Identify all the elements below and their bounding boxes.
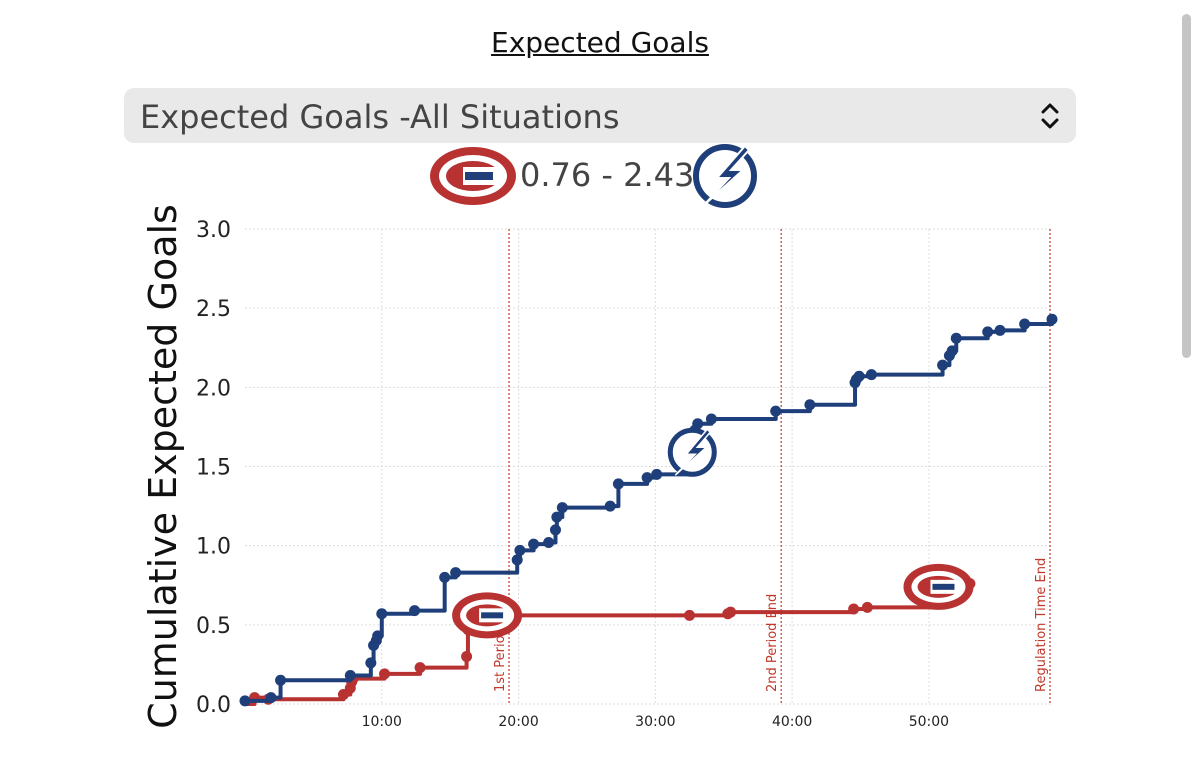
data-point-away — [604, 500, 616, 512]
data-point-away — [511, 554, 523, 566]
x-tick-label: 40:00 — [772, 714, 812, 730]
period-end-label: Regulation Time End — [1034, 558, 1049, 692]
period-end-label: 2nd Period End — [765, 594, 780, 692]
data-point-away — [376, 608, 388, 620]
situation-select[interactable]: Expected Goals -All Situations — [124, 88, 1076, 143]
data-point-away — [612, 478, 624, 490]
canadiens-logo-icon — [452, 592, 523, 639]
data-point-away — [865, 369, 877, 381]
y-tick-label: 0.0 — [196, 693, 231, 718]
data-point-away — [514, 544, 526, 556]
x-tick-label: 30:00 — [635, 714, 675, 730]
y-tick-label: 1.0 — [196, 535, 231, 560]
data-point-home — [379, 668, 391, 680]
series-line-away — [245, 319, 1054, 703]
y-axis-title: Cumulative Expected Goals — [141, 204, 185, 729]
home-xg-value: 0.76 — [520, 156, 592, 194]
data-point-away — [450, 567, 462, 579]
data-point-away — [549, 524, 561, 536]
data-point-away — [651, 468, 663, 480]
data-point-away — [994, 324, 1006, 336]
data-point-home — [725, 606, 737, 618]
data-point-home — [861, 601, 873, 613]
x-tick-label: 20:00 — [498, 714, 538, 730]
y-tick-label: 1.5 — [196, 456, 231, 481]
data-point-away — [556, 502, 568, 514]
data-point-away — [372, 630, 384, 642]
data-point-home — [848, 603, 860, 615]
data-point-away — [265, 692, 277, 704]
data-point-away — [528, 538, 540, 550]
x-tick-label: 50:00 — [909, 714, 949, 730]
lightning-logo-icon — [667, 427, 717, 477]
scrollbar-thumb[interactable] — [1182, 14, 1191, 358]
data-point-away — [692, 418, 704, 430]
data-point-home — [414, 662, 426, 674]
data-point-away — [937, 359, 949, 371]
data-point-away — [1019, 318, 1031, 330]
situation-select-value: Expected Goals -All Situations — [140, 98, 620, 136]
data-point-away — [705, 413, 717, 425]
data-point-away — [770, 405, 782, 417]
data-point-away — [344, 670, 356, 681]
data-point-away — [275, 674, 287, 686]
data-point-away — [804, 399, 816, 411]
y-tick-label: 3.0 — [196, 218, 231, 243]
x-tick-label: 10:00 — [362, 714, 402, 730]
data-point-away — [946, 345, 958, 357]
canadiens-logo-icon — [903, 563, 974, 610]
data-point-away — [641, 472, 653, 484]
chevron-updown-icon — [1041, 103, 1059, 129]
score-readout: 0.76 - 2.43 — [520, 156, 694, 194]
data-point-away — [409, 605, 421, 617]
page-title: Expected Goals — [491, 26, 709, 59]
y-tick-label: 2.0 — [196, 376, 231, 401]
data-point-away — [439, 571, 451, 583]
data-point-away — [853, 370, 865, 382]
data-point-away — [982, 326, 994, 338]
data-point-home — [684, 609, 696, 621]
y-tick-label: 0.5 — [196, 614, 231, 639]
data-point-away — [1046, 313, 1058, 325]
data-point-away — [950, 332, 962, 344]
data-point-away — [551, 511, 563, 523]
y-tick-label: 2.5 — [196, 297, 231, 322]
score-separator: - — [601, 156, 613, 194]
away-xg-value: 2.43 — [623, 156, 695, 194]
data-point-away — [543, 537, 555, 548]
data-point-away — [365, 657, 377, 669]
data-point-away — [239, 695, 251, 707]
data-point-home — [461, 651, 473, 662]
